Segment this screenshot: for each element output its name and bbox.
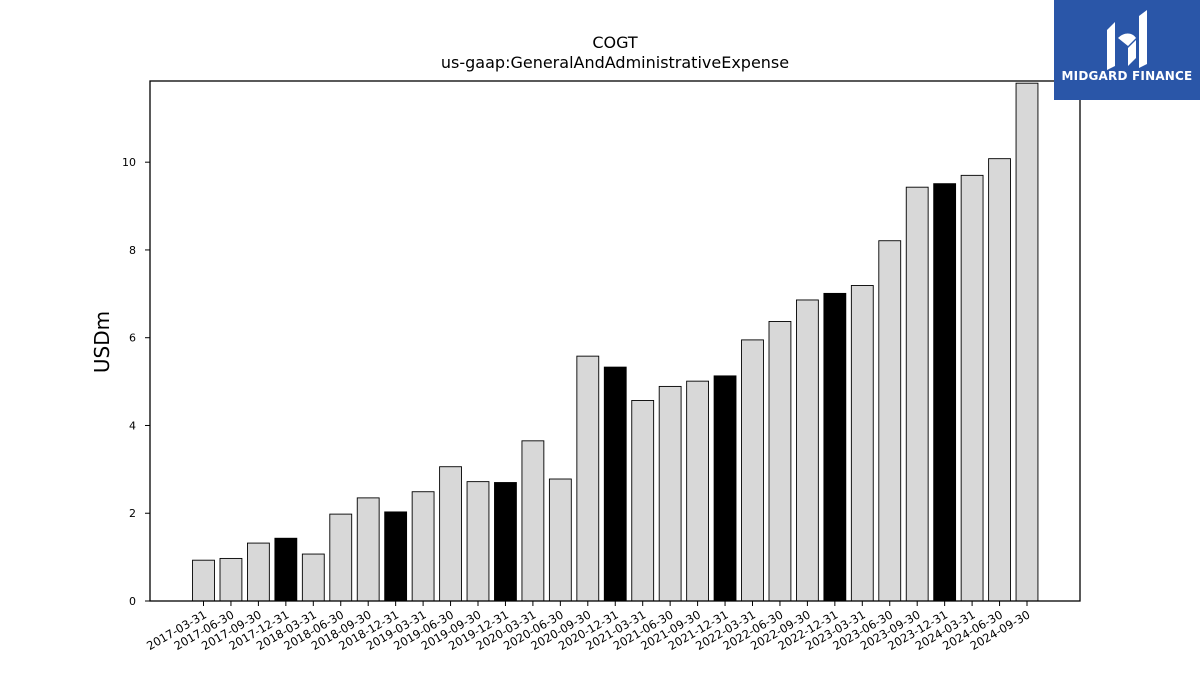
bar-2018-03-31 — [301, 553, 325, 602]
bar-2018-12-31 — [384, 511, 408, 602]
bar-2020-09-30 — [576, 355, 600, 602]
y-tick-label: 10 — [122, 156, 136, 169]
bar-2020-12-31 — [603, 366, 627, 602]
bar-2020-06-30 — [548, 478, 572, 602]
brand-logo: MIDGARD FINANCE — [1054, 0, 1200, 100]
logo-mark-icon — [1107, 10, 1147, 70]
bar-2021-03-31 — [631, 400, 655, 602]
brand-name: MIDGARD FINANCE — [1061, 69, 1193, 83]
bar-2024-06-30 — [988, 158, 1011, 602]
y-axis-label: USDm — [90, 311, 114, 373]
bar-2017-09-30 — [246, 542, 270, 602]
bar-2017-03-31 — [192, 559, 215, 602]
bar-2018-09-30 — [356, 497, 380, 602]
bar-2021-06-30 — [658, 385, 682, 602]
bar-group — [192, 82, 1039, 602]
bar-2020-03-31 — [521, 440, 545, 602]
bar-2023-12-31 — [933, 183, 957, 602]
bar-2024-09-30 — [1015, 82, 1039, 602]
bar-2022-09-30 — [796, 299, 819, 602]
bar-2017-06-30 — [219, 557, 243, 602]
bar-2019-12-31 — [494, 482, 517, 602]
y-tick-label: 8 — [129, 244, 136, 257]
y-tick-label: 2 — [129, 507, 136, 520]
bar-2021-12-31 — [713, 375, 737, 602]
bar-2019-06-30 — [439, 466, 462, 602]
y-tick-label: 0 — [129, 595, 136, 608]
chart-title: COGT — [592, 33, 638, 52]
bar-2018-06-30 — [329, 513, 353, 602]
chart-subtitle: us-gaap:GeneralAndAdministrativeExpense — [441, 53, 789, 72]
y-axis-ticks: 0 2 4 6 8 10 — [122, 156, 150, 608]
bar-2022-06-30 — [768, 321, 792, 602]
bar-2023-06-30 — [878, 240, 902, 602]
bar-2021-09-30 — [686, 380, 710, 602]
bar-2019-09-30 — [466, 481, 490, 602]
bar-2017-12-31 — [274, 537, 298, 602]
plot-frame — [149, 80, 1081, 602]
bar-2024-03-31 — [960, 174, 984, 602]
bar-2022-12-31 — [823, 292, 847, 602]
y-tick-label: 4 — [129, 419, 136, 432]
x-axis-ticks: 2017-03-312017-06-302017-09-302017-12-31… — [144, 601, 1033, 653]
bar-2023-09-30 — [905, 186, 929, 602]
bar-2022-03-31 — [741, 339, 764, 602]
y-tick-label: 6 — [129, 332, 136, 345]
bar-2023-03-31 — [850, 285, 874, 602]
bar-2019-03-31 — [411, 491, 435, 602]
